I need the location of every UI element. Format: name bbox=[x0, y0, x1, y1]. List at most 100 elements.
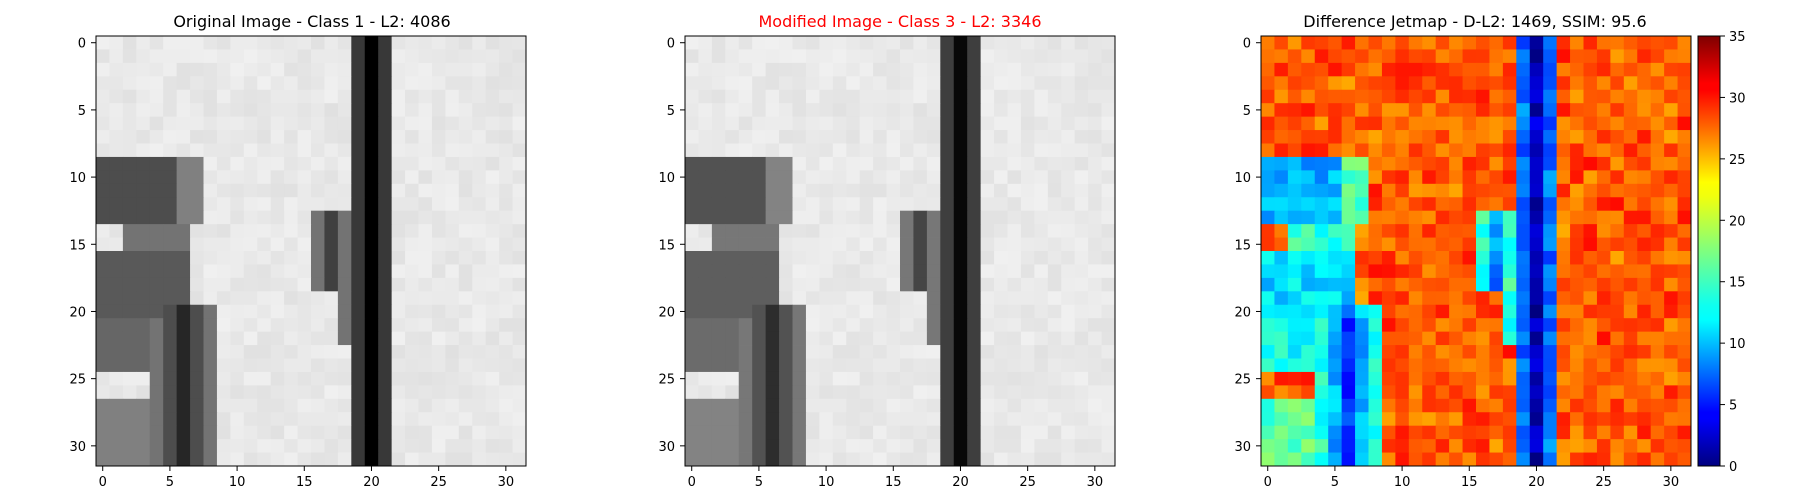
pixel-cell bbox=[1435, 452, 1450, 467]
pixel-cell bbox=[1287, 331, 1302, 346]
pixel-cell bbox=[738, 116, 753, 131]
pixel-cell bbox=[1596, 452, 1611, 467]
pixel-cell bbox=[940, 331, 955, 346]
pixel-cell bbox=[351, 264, 366, 279]
pixel-cell bbox=[1341, 156, 1356, 171]
pixel-cell bbox=[163, 36, 178, 50]
pixel-cell bbox=[391, 36, 406, 50]
pixel-cell bbox=[805, 385, 820, 400]
pixel-cell bbox=[792, 36, 807, 50]
pixel-cell bbox=[230, 237, 245, 252]
pixel-cell bbox=[176, 277, 191, 292]
pixel-cell bbox=[752, 412, 767, 427]
pixel-cell bbox=[900, 116, 914, 131]
pixel-cell bbox=[1355, 291, 1369, 306]
pixel-cell bbox=[1435, 237, 1450, 252]
pixel-cell bbox=[190, 439, 204, 453]
pixel-cell bbox=[1261, 358, 1275, 373]
pixel-cell bbox=[109, 89, 124, 104]
pixel-cell bbox=[685, 277, 699, 292]
pixel-cell bbox=[337, 62, 352, 77]
pixel-cell bbox=[846, 210, 861, 225]
pixel-cell bbox=[1341, 62, 1356, 77]
pixel-cell bbox=[257, 452, 272, 467]
pixel-cell bbox=[122, 210, 137, 225]
pixel-cell bbox=[1368, 89, 1383, 104]
pixel-cell bbox=[297, 439, 312, 453]
pixel-cell bbox=[378, 264, 393, 279]
pixel-cell bbox=[109, 371, 124, 386]
pixel-cell bbox=[1476, 62, 1490, 77]
pixel-cell bbox=[230, 251, 245, 265]
pixel-cell bbox=[1596, 331, 1611, 346]
pixel-cell bbox=[1368, 385, 1383, 400]
pixel-cell bbox=[953, 36, 968, 50]
pixel-cell bbox=[216, 62, 231, 77]
pixel-cell bbox=[1677, 170, 1692, 185]
y-tick-label: 5 bbox=[1243, 104, 1251, 119]
pixel-cell bbox=[1101, 49, 1116, 64]
pixel-cell bbox=[1314, 318, 1329, 333]
pixel-cell bbox=[873, 318, 887, 333]
pixel-cell bbox=[1261, 398, 1275, 413]
pixel-cell bbox=[136, 425, 151, 440]
pixel-cell bbox=[1287, 143, 1302, 158]
pixel-cell bbox=[738, 76, 753, 91]
pixel-cell bbox=[1020, 318, 1035, 333]
pixel-cell bbox=[297, 452, 312, 467]
pixel-cell bbox=[1061, 264, 1076, 279]
pixel-cell bbox=[792, 237, 807, 252]
y-tick-label: 10 bbox=[69, 171, 86, 186]
pixel-cell bbox=[418, 277, 433, 292]
pixel-cell bbox=[711, 210, 726, 225]
pixel-cell bbox=[1074, 398, 1089, 413]
pixel-cell bbox=[926, 452, 941, 467]
pixel-cell bbox=[1435, 358, 1450, 373]
pixel-cell bbox=[1314, 439, 1329, 453]
pixel-cell bbox=[1047, 170, 1062, 185]
pixel-cell bbox=[216, 452, 231, 467]
pixel-cell bbox=[149, 116, 164, 131]
pixel-cell bbox=[96, 452, 110, 467]
pixel-cell bbox=[953, 116, 968, 131]
pixel-cell bbox=[711, 143, 726, 158]
pixel-cell bbox=[190, 385, 204, 400]
pixel-cell bbox=[846, 36, 861, 50]
pixel-cell bbox=[980, 425, 995, 440]
pixel-cell bbox=[765, 291, 780, 306]
pixel-cell bbox=[873, 36, 887, 50]
pixel-cell bbox=[886, 358, 901, 373]
y-tick-label: 0 bbox=[1243, 37, 1251, 52]
pixel-cell bbox=[1007, 156, 1022, 171]
pixel-cell bbox=[1664, 183, 1678, 198]
pixel-cell bbox=[499, 291, 513, 306]
pixel-cell bbox=[1101, 358, 1116, 373]
pixel-cell bbox=[1570, 170, 1584, 185]
pixel-cell bbox=[1034, 237, 1049, 252]
pixel-cell bbox=[1462, 49, 1477, 64]
pixel-cell bbox=[752, 156, 767, 171]
pixel-cell bbox=[940, 345, 955, 359]
pixel-cell bbox=[1287, 291, 1302, 306]
pixel-cell bbox=[1101, 264, 1116, 279]
pixel-cell bbox=[1034, 36, 1049, 50]
pixel-cell bbox=[458, 170, 473, 185]
pixel-cell bbox=[472, 385, 487, 400]
pixel-cell bbox=[1529, 62, 1544, 77]
pixel-cell bbox=[270, 116, 285, 131]
pixel-cell bbox=[953, 345, 968, 359]
pixel-cell bbox=[953, 398, 968, 413]
pixel-cell bbox=[203, 130, 218, 144]
pixel-cell bbox=[1007, 130, 1022, 144]
pixel-cell bbox=[1381, 304, 1396, 319]
pixel-cell bbox=[499, 62, 513, 77]
pixel-cell bbox=[1516, 291, 1531, 306]
pixel-cell bbox=[122, 224, 137, 238]
pixel-cell bbox=[940, 170, 955, 185]
pixel-cell bbox=[805, 251, 820, 265]
pixel-cell bbox=[391, 237, 406, 252]
pixel-cell bbox=[230, 116, 245, 131]
pixel-cell bbox=[685, 345, 699, 359]
